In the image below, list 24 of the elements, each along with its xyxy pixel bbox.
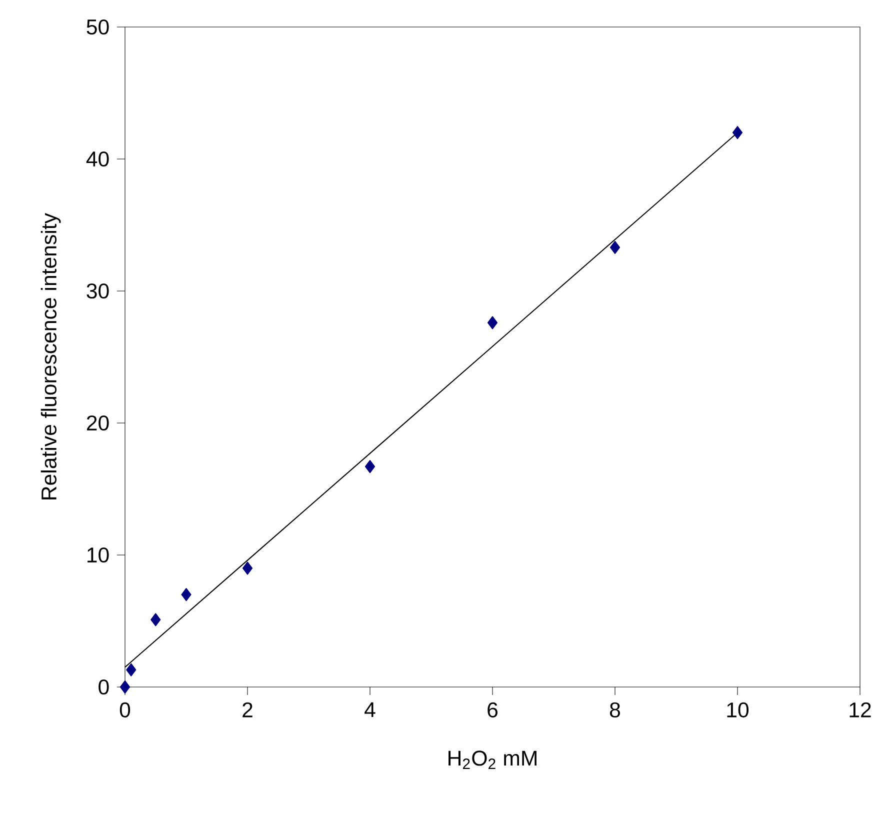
point: [242, 562, 253, 575]
point: [126, 663, 136, 676]
point: [120, 680, 130, 694]
point: [732, 126, 743, 140]
point: [610, 240, 620, 254]
x-tick-label: 8: [610, 702, 620, 718]
y-tick-label: 10: [88, 547, 109, 563]
x-tick-label: 0: [120, 702, 130, 718]
x-tick-label: 4: [364, 702, 376, 718]
y-tick-label: 40: [86, 151, 109, 167]
point: [181, 588, 192, 602]
y-tick-label: 0: [98, 679, 109, 695]
x-tick-label: 10: [727, 702, 749, 718]
x-tick-label: 12: [850, 702, 871, 718]
point: [150, 613, 161, 626]
x-tick-label: 6: [488, 702, 498, 718]
x-axis-title: H$_{2}$O$_{2}$ mM: [448, 750, 536, 769]
y-axis-title: Relative fluorescence intensity: [40, 213, 61, 500]
y-tick-label: 30: [86, 283, 109, 299]
point: [364, 460, 376, 474]
y-tick-label: 50: [86, 19, 109, 35]
point: [487, 316, 498, 330]
y-tick-label: 20: [86, 415, 109, 431]
x-tick-label: 2: [242, 702, 252, 718]
